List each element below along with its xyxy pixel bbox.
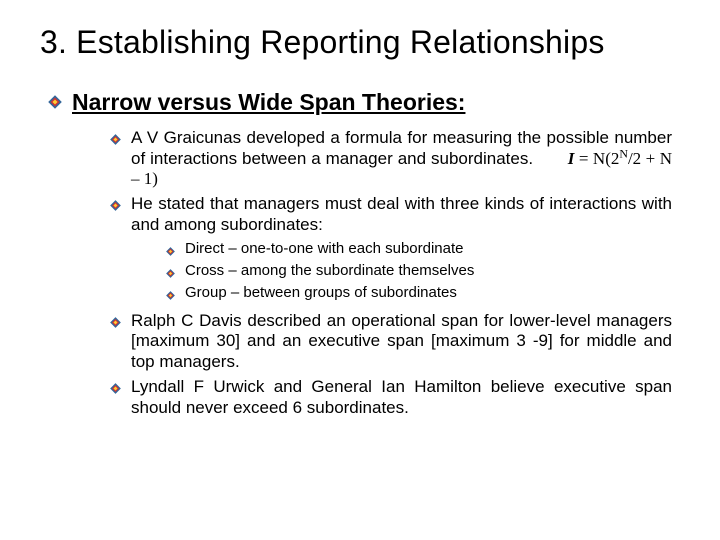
diamond-bullet-icon (166, 287, 175, 305)
diamond-bullet-icon (166, 265, 175, 283)
formula-body: = N(2 (574, 149, 619, 168)
formula-exponent: N (619, 146, 628, 160)
bullet-text: Ralph C Davis described an operational s… (131, 311, 672, 373)
list-item: Group – between groups of subordinates (166, 284, 680, 305)
diamond-bullet-icon (166, 243, 175, 261)
list-item: A V Graicunas developed a formula for me… (110, 128, 672, 190)
sub-bullet-group: Direct – one-to-one with each subordinat… (166, 240, 680, 305)
diamond-bullet-icon (110, 132, 121, 150)
list-item: Ralph C Davis described an operational s… (110, 311, 672, 373)
bullet-text: Cross – among the subordinate themselves (185, 262, 474, 281)
bullet-text: Lyndall F Urwick and General Ian Hamilto… (131, 377, 672, 418)
list-item: He stated that managers must deal with t… (110, 194, 672, 235)
bullet-text: Group – between groups of subordinates (185, 284, 457, 303)
list-item: Cross – among the subordinate themselves (166, 262, 680, 283)
section: Narrow versus Wide Span Theories: A V Gr… (48, 89, 680, 418)
diamond-bullet-icon (110, 381, 121, 399)
bullet-text: Direct – one-to-one with each subordinat… (185, 240, 464, 259)
bullet-group-a: A V Graicunas developed a formula for me… (110, 128, 672, 236)
diamond-bullet-icon (110, 198, 121, 216)
list-item: Direct – one-to-one with each subordinat… (166, 240, 680, 261)
slide-title: 3. Establishing Reporting Relationships (40, 24, 680, 61)
diamond-bullet-icon (48, 95, 62, 114)
section-heading-row: Narrow versus Wide Span Theories: (48, 89, 680, 116)
bullet-text: A V Graicunas developed a formula for me… (131, 128, 672, 190)
list-item: Lyndall F Urwick and General Ian Hamilto… (110, 377, 672, 418)
diamond-bullet-icon (110, 315, 121, 333)
bullet-group-b: Ralph C Davis described an operational s… (110, 311, 672, 419)
section-heading: Narrow versus Wide Span Theories: (72, 89, 465, 116)
bullet-text: He stated that managers must deal with t… (131, 194, 672, 235)
slide: 3. Establishing Reporting Relationships … (0, 0, 720, 540)
